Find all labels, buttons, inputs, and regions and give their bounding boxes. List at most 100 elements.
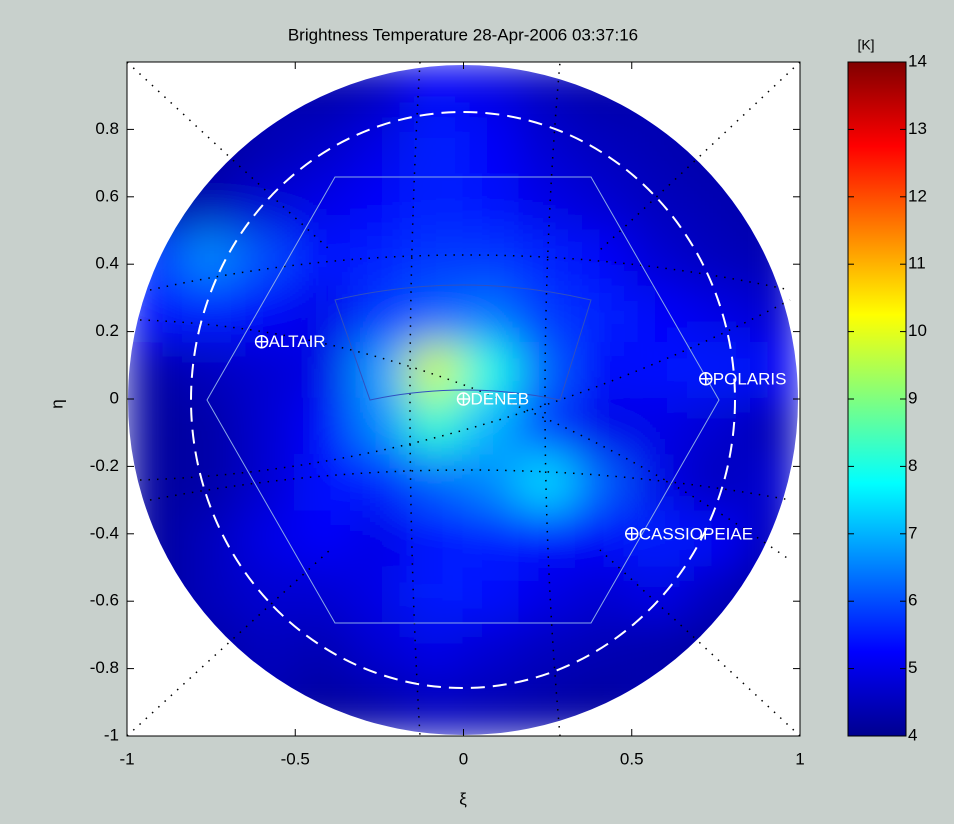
colorbar-label: [K] [857, 37, 874, 53]
heat-cell [350, 454, 409, 513]
heat-cell [462, 229, 521, 288]
heat-cell [182, 229, 241, 288]
heat-cell [350, 229, 409, 288]
heat-cell [406, 229, 465, 288]
heat-cell [294, 397, 353, 457]
heat-cell [350, 341, 409, 401]
x-tick-label: 0 [459, 749, 468, 768]
star-label: POLARIS [713, 369, 787, 388]
heat-cell [686, 454, 745, 513]
heat-cell [238, 454, 297, 513]
heat-cell [128, 397, 184, 457]
heat-cell [518, 229, 577, 288]
heat-cell [462, 454, 521, 513]
heat-cell [462, 65, 521, 120]
heat-cell [686, 397, 745, 457]
y-tick-label: -0.8 [90, 658, 119, 677]
heat-cell [630, 510, 689, 569]
heat-cell [406, 566, 465, 625]
y-tick-label: 0.6 [95, 186, 119, 205]
heat-cell [686, 510, 745, 569]
colorbar-tick-label: 9 [908, 388, 917, 407]
star-marker [699, 372, 713, 386]
colorbar-tick-label: 7 [908, 523, 917, 542]
heat-cell [406, 510, 465, 569]
heat-cell [518, 341, 577, 401]
sky-grid [127, 62, 800, 736]
star-marker [456, 392, 471, 406]
y-tick-label: -1 [104, 725, 119, 744]
heat-cell [686, 229, 745, 288]
y-tick-label: -0.4 [90, 523, 119, 542]
heat-cell [350, 566, 409, 625]
heat-cell [128, 341, 184, 401]
heat-cell [574, 117, 633, 176]
heat-cell [462, 285, 521, 344]
heat-cell [518, 173, 577, 232]
heat-cell [462, 566, 521, 625]
x-axis-label: ξ [459, 789, 467, 808]
colorbar-tick-label: 13 [908, 119, 927, 138]
heat-cell [294, 510, 353, 569]
colorbar-tick-label: 10 [908, 321, 927, 340]
x-tick-label: 0.5 [620, 749, 644, 768]
star-label: ALTAIR [269, 332, 326, 351]
overlay [127, 62, 800, 736]
heat-cell [350, 173, 409, 232]
heat-cell [630, 341, 689, 401]
heat-cell [350, 397, 409, 457]
colorbar-tick-label: 6 [908, 591, 917, 610]
heat-cell [350, 622, 409, 681]
heat-cell [518, 566, 577, 625]
heat-cell [182, 454, 241, 513]
star-label: DENEB [471, 389, 530, 408]
heat-cell [518, 622, 577, 681]
y-axis-label: η [47, 399, 66, 408]
heat-cell [406, 65, 465, 120]
heat-cell [462, 117, 521, 176]
star-label: CASSIOPEIAE [639, 524, 753, 543]
y-tick-label: -0.2 [90, 456, 119, 475]
heat-cell [238, 341, 297, 401]
colorbar-tick-label: 5 [908, 658, 917, 677]
y-tick-label: 0.2 [95, 321, 119, 340]
heat-cell [574, 229, 633, 288]
colorbar-tick-label: 4 [908, 725, 917, 744]
x-tick-label: 1 [795, 749, 804, 768]
heat-cell [294, 285, 353, 344]
heat-cell [574, 510, 633, 569]
colorbar-tick-label: 14 [908, 51, 927, 70]
heat-cell [518, 285, 577, 344]
y-tick-label: 0 [110, 388, 119, 407]
heat-cell [518, 454, 577, 513]
chart-title: Brightness Temperature 28-Apr-2006 03:37… [288, 25, 638, 44]
heat-cell [462, 173, 521, 232]
x-tick-label: -0.5 [281, 749, 310, 768]
colorbar-tick-label: 11 [908, 254, 926, 273]
heat-cell [630, 229, 689, 288]
y-tick-label: 0.8 [95, 119, 119, 138]
heat-cell [574, 285, 633, 344]
heat-cell [574, 454, 633, 513]
heat-cell [406, 285, 465, 344]
heat-cell [406, 173, 465, 232]
heat-cell [294, 173, 353, 232]
heat-cell [743, 397, 798, 457]
heat-cell [462, 510, 521, 569]
heat-cell [630, 285, 689, 344]
heat-cell [630, 397, 689, 457]
y-tick-label: 0.4 [95, 254, 119, 273]
colorbar [847, 61, 907, 737]
heat-cell [574, 341, 633, 401]
colorbar-tick-label: 12 [908, 186, 927, 205]
heat-cell [350, 510, 409, 569]
heat-cell [462, 622, 521, 681]
heat-cell [294, 341, 353, 401]
inner-cell [334, 284, 592, 401]
heat-cell [574, 566, 633, 625]
heat-cell [182, 510, 241, 569]
heat-cell [182, 285, 241, 344]
heat-cell [743, 341, 798, 401]
heat-cell [350, 285, 409, 344]
